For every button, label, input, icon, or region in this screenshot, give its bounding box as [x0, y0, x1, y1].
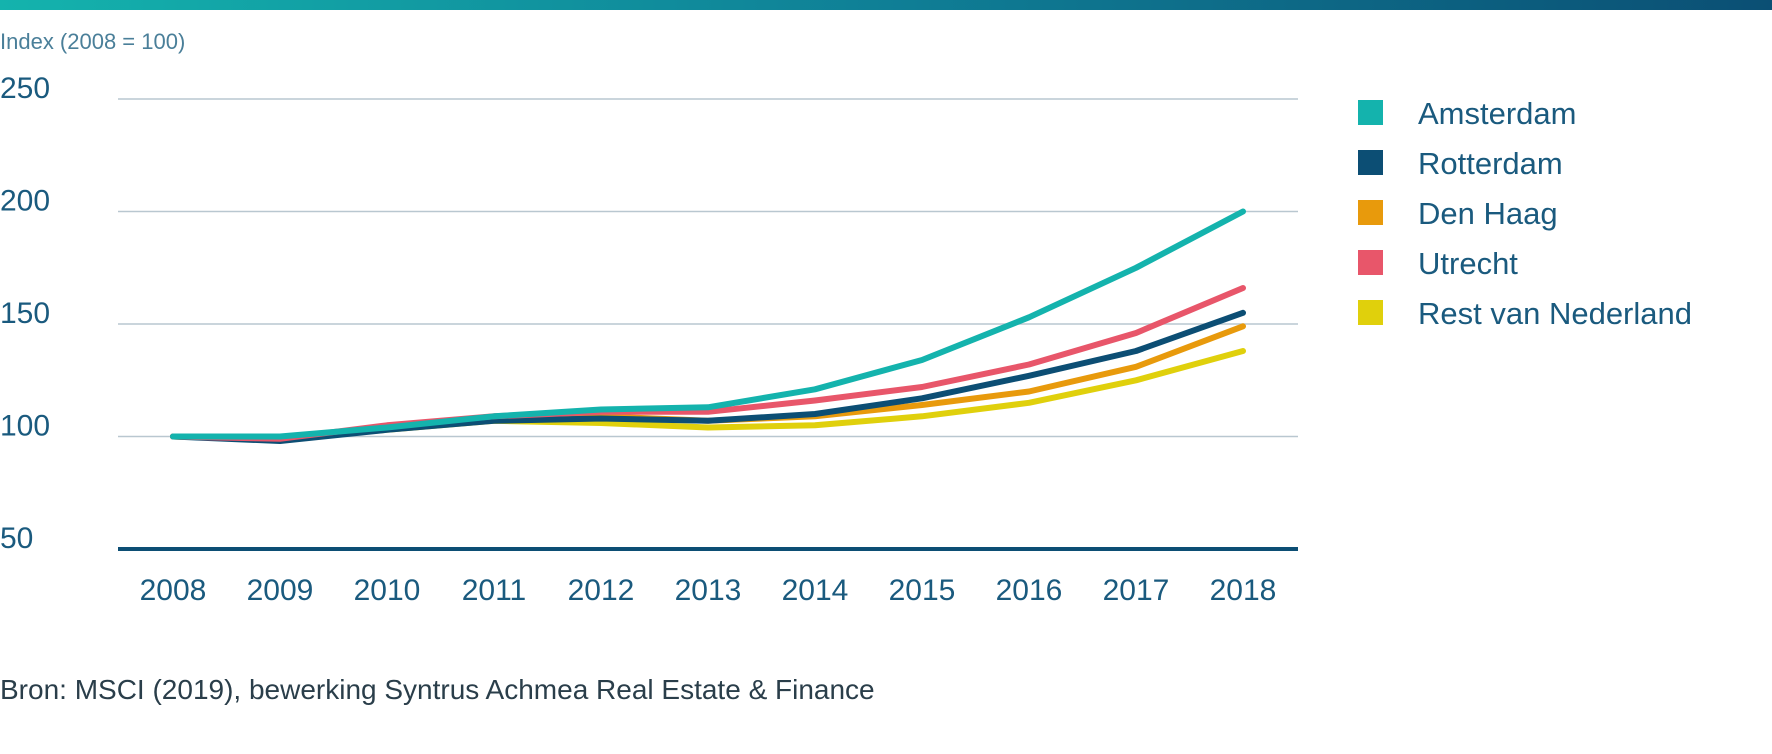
x-axis-ticks: 2008 2009 2010 2011 2012 2013 2014 2015 2016 2017… [140, 574, 1277, 607]
x-tick-label: 2017 [1103, 574, 1170, 607]
y-axis-ticks: 250 200 150 100 50 [0, 72, 50, 555]
y-axis-label: Index (2008 = 100) [0, 29, 185, 54]
series-line-rotterdam [170, 309, 1246, 444]
legend-swatch [1358, 300, 1383, 325]
y-tick-label: 100 [0, 410, 50, 443]
series-lines [170, 208, 1246, 444]
y-tick-label: 150 [0, 297, 50, 330]
legend-swatch [1358, 250, 1383, 275]
x-tick-label: 2012 [568, 574, 635, 607]
x-tick-label: 2008 [140, 574, 207, 607]
x-tick-label: 2018 [1210, 574, 1277, 607]
legend-label: Rotterdam [1418, 146, 1563, 181]
x-tick-label: 2013 [675, 574, 742, 607]
x-tick-label: 2015 [889, 574, 956, 607]
source-note: Bron: MSCI (2019), bewerking Syntrus Ach… [0, 674, 875, 705]
grid-lines [118, 98, 1298, 438]
legend-swatch [1358, 200, 1383, 225]
x-tick-label: 2016 [996, 574, 1063, 607]
x-tick-label: 2014 [782, 574, 849, 607]
legend-label: Amsterdam [1418, 96, 1576, 131]
legend-label: Rest van Nederland [1418, 296, 1692, 331]
y-tick-label: 200 [0, 185, 50, 218]
y-tick-label: 250 [0, 72, 50, 105]
legend-label: Utrecht [1418, 246, 1518, 281]
y-tick-label: 50 [0, 522, 33, 555]
legend-label: Den Haag [1418, 196, 1558, 231]
x-tick-label: 2009 [247, 574, 314, 607]
legend: Amsterdam Rotterdam Den Haag Utrecht Rest va… [1358, 96, 1692, 331]
legend-swatch [1358, 100, 1383, 125]
series-line-amsterdam [170, 208, 1246, 440]
legend-swatch [1358, 150, 1383, 175]
x-tick-label: 2010 [354, 574, 421, 607]
x-tick-label: 2011 [462, 574, 527, 607]
top-accent-bar [0, 0, 1772, 10]
